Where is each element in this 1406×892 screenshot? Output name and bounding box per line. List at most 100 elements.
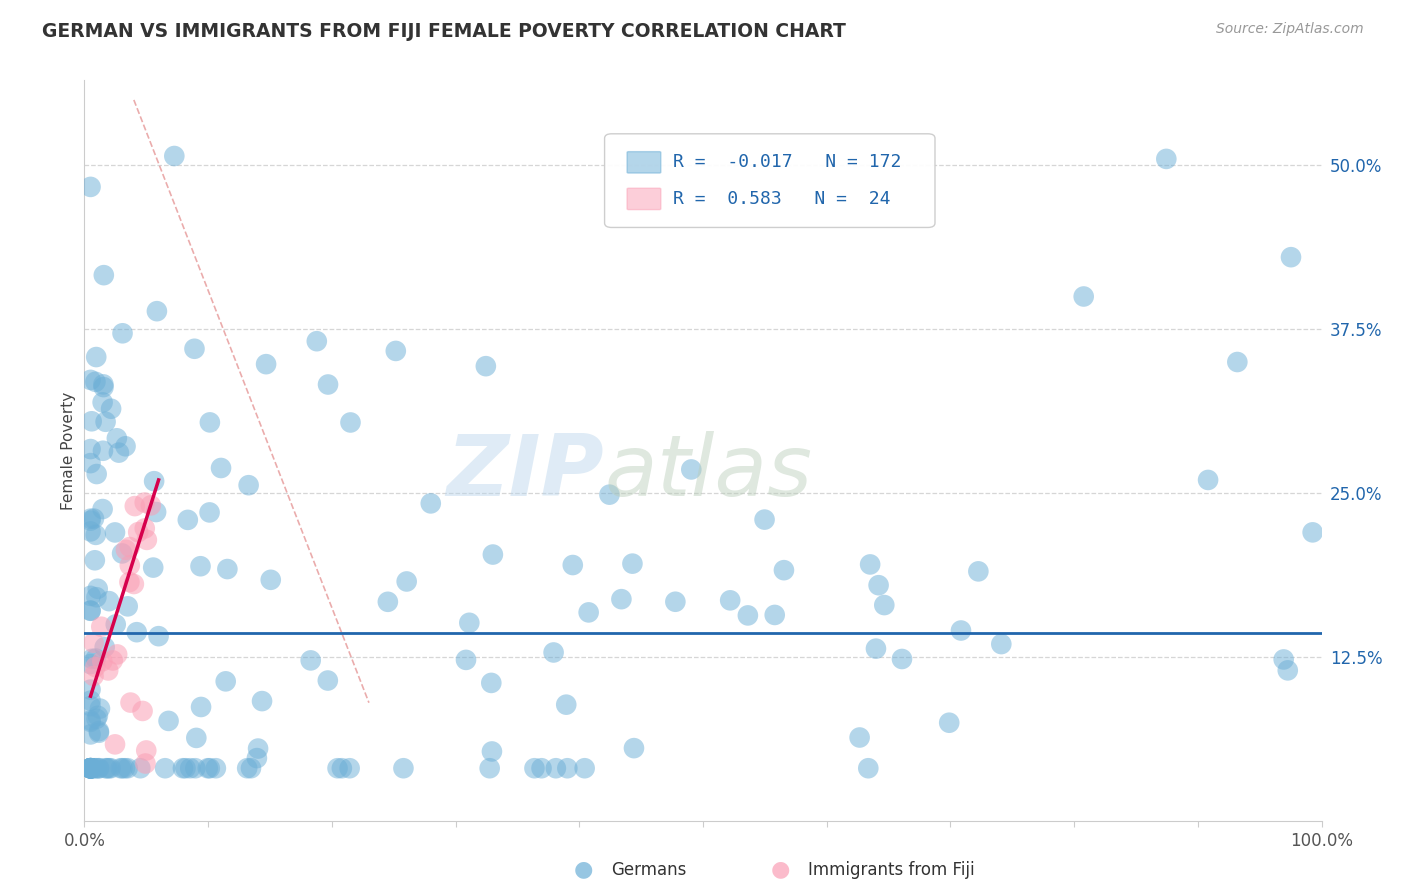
Point bbox=[87, 761, 110, 775]
Point bbox=[392, 761, 415, 775]
Point bbox=[87, 724, 110, 739]
Point bbox=[79, 761, 101, 775]
Point bbox=[131, 704, 153, 718]
Text: ZIP: ZIP bbox=[446, 431, 605, 514]
Point bbox=[79, 511, 101, 525]
Point bbox=[89, 761, 111, 775]
Point bbox=[105, 648, 128, 662]
Point bbox=[134, 756, 156, 771]
Point bbox=[122, 577, 145, 591]
Point bbox=[86, 582, 108, 596]
Point bbox=[79, 761, 101, 775]
Point bbox=[458, 615, 481, 630]
Text: ●: ● bbox=[770, 860, 790, 880]
Point bbox=[79, 589, 101, 603]
Point bbox=[101, 653, 124, 667]
Point bbox=[86, 712, 108, 726]
Point bbox=[578, 606, 600, 620]
Point bbox=[82, 761, 104, 775]
Point bbox=[79, 761, 101, 775]
Point bbox=[157, 714, 180, 728]
Point bbox=[134, 521, 156, 535]
Point bbox=[79, 180, 101, 194]
Point bbox=[186, 731, 208, 745]
Point bbox=[91, 654, 114, 668]
Point bbox=[83, 511, 105, 525]
Point bbox=[177, 513, 200, 527]
Point bbox=[610, 592, 633, 607]
Point bbox=[79, 761, 101, 775]
Point bbox=[104, 525, 127, 540]
Point bbox=[135, 743, 157, 757]
Text: atlas: atlas bbox=[605, 431, 813, 514]
Point bbox=[84, 528, 107, 542]
Point bbox=[664, 595, 686, 609]
Point bbox=[120, 696, 142, 710]
Point bbox=[623, 741, 645, 756]
Point bbox=[482, 548, 505, 562]
Point bbox=[246, 751, 269, 765]
Point bbox=[557, 761, 579, 775]
Point bbox=[111, 326, 134, 341]
Point bbox=[84, 651, 107, 665]
Point bbox=[198, 416, 221, 430]
Point bbox=[479, 676, 502, 690]
Point bbox=[79, 524, 101, 539]
Point bbox=[339, 761, 361, 775]
Point bbox=[1073, 289, 1095, 303]
Point bbox=[419, 496, 441, 510]
Point bbox=[1226, 355, 1249, 369]
Point bbox=[184, 761, 207, 775]
Point bbox=[79, 727, 101, 741]
Point bbox=[967, 565, 990, 579]
Point bbox=[80, 761, 103, 775]
Point bbox=[79, 761, 101, 775]
Point bbox=[117, 761, 139, 775]
Point bbox=[190, 700, 212, 714]
Point bbox=[1279, 250, 1302, 264]
Point bbox=[79, 761, 101, 775]
Point bbox=[737, 608, 759, 623]
Point bbox=[79, 761, 101, 775]
Point bbox=[209, 461, 232, 475]
Point bbox=[79, 604, 101, 618]
Point bbox=[1277, 664, 1299, 678]
Point bbox=[129, 761, 152, 775]
Point bbox=[260, 573, 283, 587]
Point bbox=[153, 761, 176, 775]
Point bbox=[79, 514, 101, 528]
Point bbox=[555, 698, 578, 712]
Point bbox=[79, 761, 101, 775]
Point bbox=[79, 761, 101, 775]
Point bbox=[93, 377, 115, 392]
Point bbox=[79, 714, 101, 729]
Point bbox=[98, 594, 121, 608]
Point bbox=[91, 443, 114, 458]
Point bbox=[172, 761, 194, 775]
Point bbox=[1272, 652, 1295, 666]
Point bbox=[190, 559, 212, 574]
Point bbox=[236, 761, 259, 775]
Point bbox=[949, 624, 972, 638]
Point bbox=[163, 149, 186, 163]
Point bbox=[79, 761, 101, 775]
Point bbox=[114, 761, 136, 775]
Point bbox=[124, 499, 146, 513]
Point bbox=[848, 731, 870, 745]
Point bbox=[530, 761, 553, 775]
Point bbox=[115, 542, 138, 557]
Point bbox=[339, 416, 361, 430]
Point bbox=[865, 641, 887, 656]
Y-axis label: Female Poverty: Female Poverty bbox=[60, 392, 76, 509]
Point bbox=[79, 693, 101, 707]
Point bbox=[86, 761, 108, 775]
Point bbox=[118, 540, 141, 554]
Point bbox=[97, 664, 120, 678]
Point bbox=[1156, 152, 1178, 166]
Point bbox=[326, 761, 349, 775]
Point bbox=[79, 761, 101, 775]
Point bbox=[481, 744, 503, 758]
Point bbox=[80, 414, 103, 428]
Point bbox=[79, 603, 101, 617]
Point bbox=[205, 761, 228, 775]
